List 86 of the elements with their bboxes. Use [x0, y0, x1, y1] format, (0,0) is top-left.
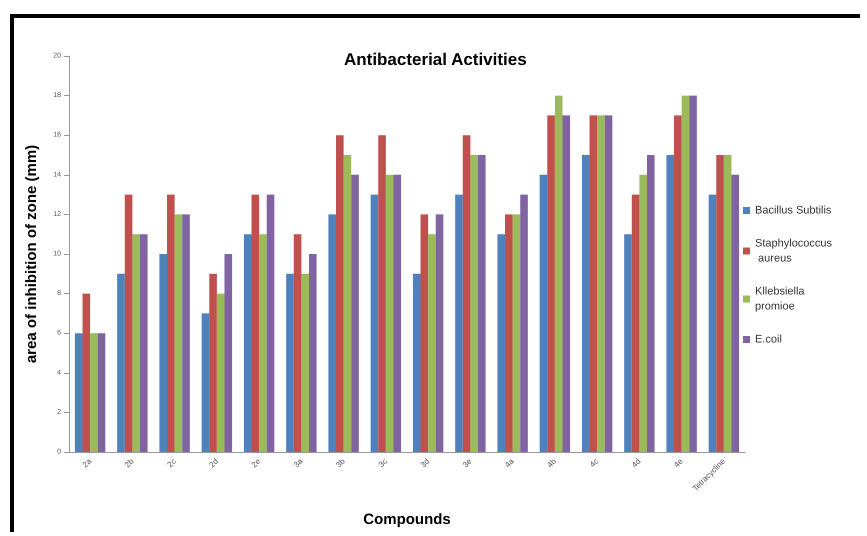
x-tick-label: 2e — [250, 456, 263, 470]
bar — [436, 214, 444, 452]
x-tick-label: 3a — [292, 456, 305, 470]
bar — [470, 155, 478, 452]
bar — [724, 155, 732, 452]
bar — [167, 194, 175, 452]
bar — [520, 194, 528, 452]
x-tick-label: 3e — [460, 456, 474, 470]
bar — [674, 115, 682, 452]
bar — [308, 254, 317, 452]
bar — [244, 234, 252, 452]
bar — [412, 274, 421, 452]
bar — [646, 155, 655, 452]
x-tick-label: 3d — [418, 456, 432, 470]
bar — [547, 115, 555, 452]
bar — [259, 234, 267, 452]
bar — [74, 333, 83, 452]
bar — [689, 96, 697, 452]
bar — [378, 135, 386, 452]
x-tick-label: 3b — [334, 456, 348, 470]
x-tick-label: 4b — [545, 456, 558, 470]
bar — [117, 274, 125, 452]
bar — [393, 174, 402, 452]
bar — [682, 96, 690, 452]
legend-label: Kllebsiella promioe — [755, 286, 808, 312]
bar — [328, 214, 336, 452]
bar — [370, 194, 378, 452]
bar — [632, 194, 640, 452]
x-tick-label: 2b — [122, 456, 136, 470]
bar — [90, 333, 98, 452]
bar — [590, 115, 598, 452]
bar — [266, 194, 274, 452]
bar — [202, 313, 210, 452]
bar — [666, 155, 674, 452]
bar — [639, 174, 647, 452]
bar — [731, 174, 740, 452]
chart-title: Antibacterial Activities — [344, 50, 527, 69]
bar — [512, 214, 520, 452]
bar — [478, 155, 486, 452]
bar — [252, 194, 260, 452]
bar — [174, 214, 182, 452]
bar — [159, 254, 168, 452]
bar — [604, 115, 612, 452]
x-tick-label: 2d — [207, 456, 220, 470]
legend-label: E.coil — [755, 334, 782, 346]
bar — [562, 115, 570, 452]
bar — [428, 234, 436, 452]
bar — [294, 234, 302, 452]
bar — [82, 294, 90, 452]
x-tick-label: 4c — [588, 456, 600, 470]
bar — [98, 333, 106, 452]
bar — [597, 115, 605, 452]
bar — [286, 274, 294, 452]
bar — [124, 194, 132, 452]
x-axis-title: Compounds — [363, 511, 451, 528]
x-tick-label: 4a — [503, 456, 516, 470]
bar — [716, 155, 724, 452]
bar — [336, 135, 344, 452]
bar — [455, 194, 463, 452]
bar — [301, 274, 309, 452]
bar — [462, 135, 470, 452]
legend-label: Staphylococcus aureus — [755, 238, 833, 264]
x-tick-label: 4d — [630, 456, 643, 470]
bar — [386, 174, 394, 452]
y-axis-title: area of inhibition of zone (mm) — [23, 144, 40, 364]
bar — [708, 194, 716, 452]
bar — [224, 254, 232, 452]
x-tick-label: 4e — [672, 456, 686, 470]
bar — [182, 214, 190, 452]
bar — [497, 234, 506, 452]
bar — [624, 234, 632, 452]
bar — [540, 174, 548, 452]
bar — [505, 214, 513, 452]
bar — [351, 174, 359, 452]
bar — [420, 214, 428, 452]
x-tick-label: 3c — [376, 456, 390, 470]
bar — [344, 155, 352, 452]
bar — [216, 294, 224, 452]
bar — [132, 234, 140, 452]
x-tick-label: 2a — [80, 456, 94, 470]
bar — [209, 274, 217, 452]
legend-label: Bacillus Subtilis — [755, 204, 832, 216]
bar — [582, 155, 590, 452]
x-tick-label: 2c — [165, 456, 178, 470]
bar — [554, 96, 562, 452]
bar — [140, 234, 148, 452]
